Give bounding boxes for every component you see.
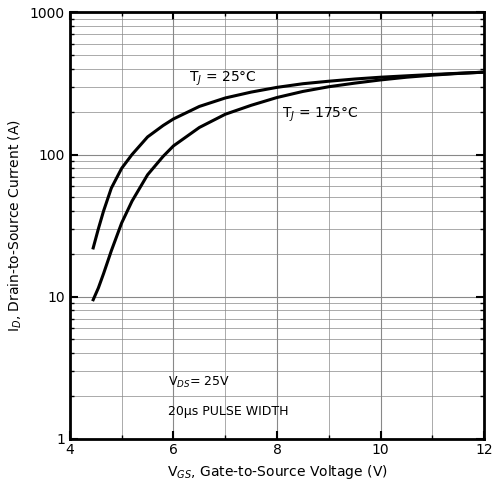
Y-axis label: I$_D$, Drain-to-Source Current (A): I$_D$, Drain-to-Source Current (A) <box>7 119 24 332</box>
Text: V$_{DS}$= 25V: V$_{DS}$= 25V <box>168 375 230 389</box>
Text: 20μs PULSE WIDTH: 20μs PULSE WIDTH <box>168 405 289 418</box>
X-axis label: V$_{GS}$, Gate-to-Source Voltage (V): V$_{GS}$, Gate-to-Source Voltage (V) <box>166 463 388 481</box>
Text: T$_J$ = 25°C: T$_J$ = 25°C <box>189 70 257 88</box>
Text: T$_J$ = 175°C: T$_J$ = 175°C <box>282 106 359 124</box>
